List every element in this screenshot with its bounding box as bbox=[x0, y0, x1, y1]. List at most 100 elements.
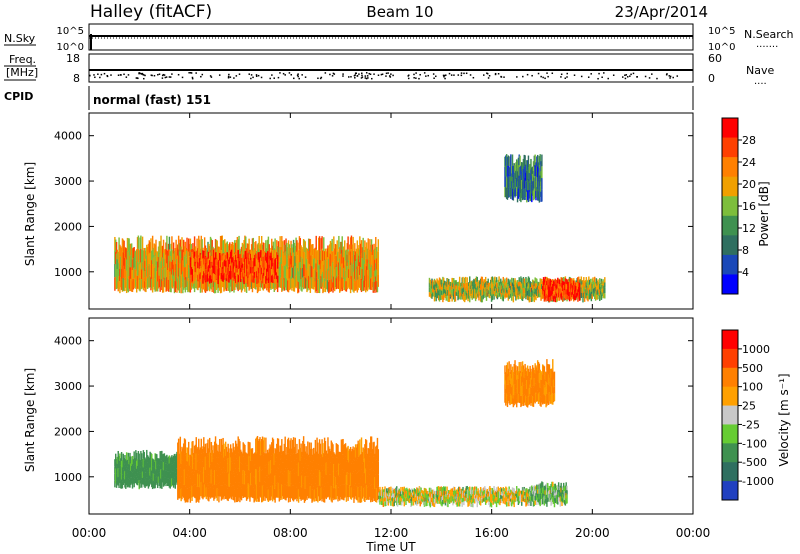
data-cell bbox=[339, 463, 342, 475]
data-cell bbox=[359, 243, 362, 256]
data-cell bbox=[294, 256, 296, 267]
data-cell bbox=[208, 448, 210, 462]
data-cell bbox=[167, 478, 169, 487]
data-cell bbox=[443, 499, 445, 504]
data-cell bbox=[542, 281, 545, 287]
data-cell bbox=[469, 295, 471, 303]
data-cell bbox=[286, 459, 288, 473]
data-cell bbox=[479, 284, 481, 289]
data-cell bbox=[328, 458, 330, 472]
data-cell bbox=[210, 276, 213, 283]
nave-dot bbox=[566, 76, 568, 78]
data-cell bbox=[500, 278, 502, 284]
data-cell bbox=[461, 497, 463, 503]
data-cell bbox=[229, 280, 231, 293]
data-cell bbox=[581, 292, 583, 298]
data-cell bbox=[552, 285, 555, 291]
data-cell bbox=[150, 277, 152, 291]
data-cell bbox=[474, 283, 477, 290]
data-cell bbox=[123, 464, 125, 471]
data-cell bbox=[319, 269, 322, 279]
data-cell bbox=[421, 498, 423, 502]
data-cell bbox=[136, 249, 139, 263]
data-cell bbox=[219, 482, 221, 497]
data-cell bbox=[239, 254, 241, 262]
data-cell bbox=[161, 268, 163, 280]
data-cell bbox=[191, 486, 193, 501]
data-cell bbox=[432, 501, 434, 506]
data-cell bbox=[117, 251, 119, 262]
data-cell bbox=[250, 277, 253, 289]
data-cell bbox=[508, 182, 510, 190]
data-cell bbox=[491, 487, 494, 492]
data-cell bbox=[567, 290, 569, 295]
data-cell bbox=[275, 266, 277, 276]
data-cell bbox=[148, 457, 150, 465]
data-cell bbox=[517, 286, 520, 291]
data-cell bbox=[192, 482, 194, 497]
data-cell bbox=[518, 281, 520, 287]
data-cell bbox=[297, 280, 299, 294]
data-cell bbox=[272, 468, 275, 484]
data-cell bbox=[589, 278, 592, 284]
data-cell bbox=[234, 254, 237, 262]
data-cell bbox=[339, 474, 342, 486]
data-cell bbox=[267, 452, 270, 465]
data-cell bbox=[551, 291, 553, 296]
data-cell bbox=[360, 469, 363, 487]
data-cell bbox=[586, 280, 588, 286]
data-cell bbox=[194, 277, 197, 289]
data-cell bbox=[333, 453, 336, 465]
data-cell bbox=[504, 288, 506, 294]
data-cell bbox=[278, 464, 281, 477]
data-cell bbox=[338, 487, 340, 500]
data-cell bbox=[321, 470, 323, 486]
data-cell bbox=[253, 490, 255, 503]
data-cell bbox=[220, 260, 223, 267]
data-cell bbox=[517, 157, 520, 169]
data-cell bbox=[260, 454, 263, 471]
data-cell bbox=[483, 279, 485, 284]
data-cell bbox=[448, 497, 451, 501]
data-cell bbox=[536, 177, 539, 190]
nave-dot bbox=[106, 74, 108, 77]
nave-dot bbox=[238, 73, 241, 75]
data-cell bbox=[160, 248, 162, 262]
data-cell bbox=[199, 265, 202, 273]
data-cell bbox=[146, 455, 149, 463]
nave-dot bbox=[201, 73, 204, 76]
data-cell bbox=[181, 274, 183, 287]
data-cell bbox=[440, 486, 442, 492]
data-cell bbox=[315, 451, 317, 464]
data-cell bbox=[115, 453, 117, 462]
data-cell bbox=[596, 281, 598, 286]
data-cell bbox=[273, 257, 275, 266]
data-cell bbox=[275, 449, 277, 462]
data-cell bbox=[193, 463, 195, 475]
data-cell bbox=[510, 295, 513, 301]
data-cell bbox=[343, 444, 345, 459]
data-cell bbox=[193, 471, 196, 485]
data-cell bbox=[515, 290, 518, 296]
data-cell bbox=[286, 266, 288, 279]
data-cell bbox=[246, 465, 249, 477]
data-cell bbox=[199, 483, 202, 497]
data-cell bbox=[210, 483, 213, 498]
data-cell bbox=[199, 447, 202, 460]
data-cell bbox=[396, 486, 398, 491]
data-cell bbox=[521, 286, 524, 292]
data-cell bbox=[187, 270, 189, 282]
data-cell bbox=[167, 250, 169, 261]
data-cell bbox=[196, 488, 198, 502]
data-cell bbox=[305, 459, 307, 473]
data-cell bbox=[376, 437, 379, 454]
data-cell bbox=[328, 448, 331, 462]
data-cell bbox=[130, 255, 133, 268]
data-cell bbox=[198, 462, 201, 475]
data-cell bbox=[270, 267, 272, 276]
data-cell bbox=[198, 256, 200, 263]
data-cell bbox=[578, 286, 580, 292]
data-cell bbox=[126, 277, 129, 291]
data-cell bbox=[295, 237, 297, 251]
data-cell bbox=[492, 288, 494, 292]
